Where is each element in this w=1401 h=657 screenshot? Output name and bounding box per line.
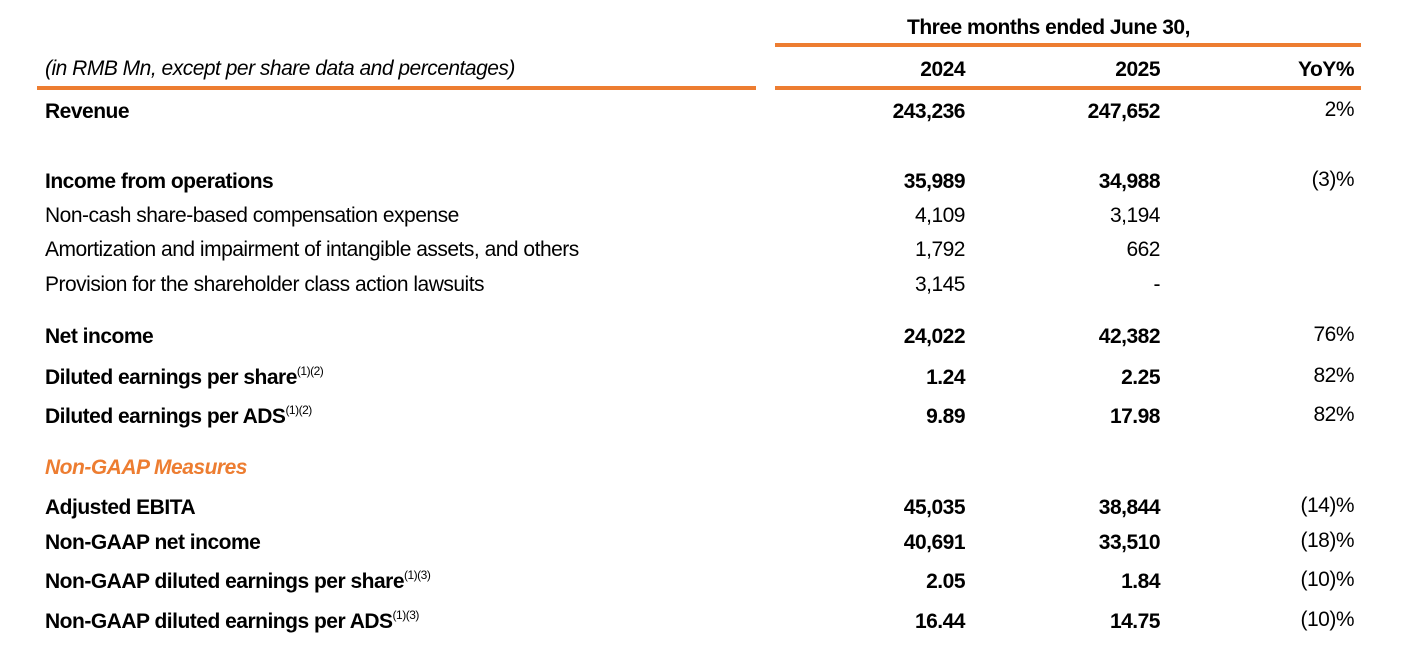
table-row: Diluted earnings per ADS(1)(2) 9.89 17.98 8… — [0, 403, 1401, 435]
row-label: Non-GAAP diluted earnings per ADS(1)(3) — [45, 608, 420, 634]
value-2025: 1.84 — [1121, 570, 1160, 593]
table-row: Revenue 243,236 247,652 2% — [0, 98, 1401, 130]
table-row: Non-cash share-based compensation expens… — [0, 204, 1401, 234]
column-header-yoy: YoY% — [1298, 58, 1354, 81]
table-row: Income from operations 35,989 34,988 (3)% — [0, 168, 1401, 200]
row-label: Net income — [45, 325, 154, 349]
value-2025: 34,988 — [1098, 170, 1161, 193]
footnote-marker: (1)(3) — [404, 568, 431, 582]
value-2025: 38,844 — [1098, 496, 1161, 519]
row-label-text: Diluted earnings per share — [45, 366, 297, 389]
value-yoy: 82% — [1313, 403, 1354, 426]
value-2024: 24,022 — [903, 325, 966, 348]
value-2025: 33,510 — [1098, 531, 1161, 554]
row-label: Adjusted EBITA — [45, 496, 196, 520]
footnote-marker: (1)(2) — [296, 364, 324, 378]
value-2024: 2.05 — [926, 570, 965, 593]
row-label-text: Non-GAAP diluted earnings per ADS — [45, 610, 393, 633]
row-label-text: Adjusted EBITA — [45, 496, 196, 519]
row-label-text: Diluted earnings per ADS — [45, 405, 286, 428]
row-label-text: Non-GAAP diluted earnings per share — [45, 570, 405, 593]
value-2024: 3,145 — [914, 273, 966, 296]
row-label-text: Revenue — [45, 100, 130, 123]
value-2024: 45,035 — [903, 496, 966, 519]
value-2024: 4,109 — [914, 204, 966, 227]
column-header-2024: 2024 — [920, 58, 965, 81]
period-header: Three months ended June 30, — [907, 16, 1190, 39]
value-2025: 3,194 — [1109, 204, 1161, 227]
value-2024: 40,691 — [903, 531, 966, 554]
value-2024: 1,792 — [914, 238, 966, 261]
table-row: Provision for the shareholder class acti… — [0, 273, 1401, 303]
value-2024: 9.89 — [926, 405, 965, 428]
row-label-text: Provision for the shareholder class acti… — [45, 273, 485, 296]
value-2024: 16.44 — [914, 610, 966, 633]
value-2024: 35,989 — [903, 170, 966, 193]
row-label: Income from operations — [45, 170, 274, 194]
table-row: Net income 24,022 42,382 76% — [0, 323, 1401, 355]
footnote-marker: (1)(3) — [392, 608, 420, 622]
value-yoy: (10)% — [1300, 568, 1354, 591]
value-2025: 662 — [1126, 238, 1160, 261]
section-header-row: Non-GAAP Measures — [0, 456, 1401, 486]
table-row: Non-GAAP diluted earnings per ADS(1)(3) 1… — [0, 608, 1401, 640]
row-label: Revenue — [45, 100, 130, 124]
column-header-2025: 2025 — [1115, 58, 1160, 81]
table-row: Diluted earnings per share(1)(2) 1.24 2.25… — [0, 364, 1401, 396]
header-rule-right — [775, 86, 1361, 90]
row-label-text: Net income — [45, 325, 154, 348]
header-rule-top — [775, 43, 1361, 47]
units-note: (in RMB Mn, except per share data and pe… — [45, 57, 515, 80]
row-label: Non-GAAP Measures — [45, 456, 247, 480]
table-row: Amortization and impairment of intangibl… — [0, 238, 1401, 268]
row-label: Diluted earnings per ADS(1)(2) — [45, 403, 312, 429]
value-2025: 14.75 — [1109, 610, 1161, 633]
row-label-text: Non-cash share-based compensation expens… — [45, 204, 459, 227]
header-rule-left — [37, 86, 756, 90]
value-2024: 243,236 — [892, 100, 966, 123]
row-label-text: Non-GAAP net income — [45, 531, 261, 554]
value-2025: 2.25 — [1121, 366, 1160, 389]
row-label: Non-cash share-based compensation expens… — [45, 204, 459, 228]
value-yoy: 2% — [1324, 98, 1355, 121]
row-label-text: Non-GAAP Measures — [45, 456, 247, 479]
row-label-text: Income from operations — [45, 170, 274, 193]
table-row: Adjusted EBITA 45,035 38,844 (14)% — [0, 494, 1401, 526]
value-2025: 247,652 — [1087, 100, 1161, 123]
row-label: Provision for the shareholder class acti… — [45, 273, 485, 297]
value-2024: 1.24 — [926, 366, 965, 389]
value-yoy: (3)% — [1311, 168, 1355, 191]
table-row: Non-GAAP net income 40,691 33,510 (18)% — [0, 529, 1401, 561]
row-label: Non-GAAP net income — [45, 531, 261, 555]
footnote-marker: (1)(2) — [285, 403, 312, 417]
value-2025: 42,382 — [1098, 325, 1161, 348]
row-label-text: Amortization and impairment of intangibl… — [45, 238, 579, 261]
row-label: Amortization and impairment of intangibl… — [45, 238, 579, 262]
value-yoy: (14)% — [1300, 494, 1354, 517]
value-yoy: (10)% — [1300, 608, 1354, 631]
row-label: Diluted earnings per share(1)(2) — [45, 364, 324, 390]
value-yoy: (18)% — [1300, 529, 1354, 552]
table-row: Non-GAAP diluted earnings per share(1)(3… — [0, 568, 1401, 600]
value-yoy: 76% — [1313, 323, 1354, 346]
value-2025: - — [1153, 273, 1161, 296]
value-yoy: 82% — [1313, 364, 1354, 387]
value-2025: 17.98 — [1109, 405, 1161, 428]
row-label: Non-GAAP diluted earnings per share(1)(3… — [45, 568, 431, 594]
